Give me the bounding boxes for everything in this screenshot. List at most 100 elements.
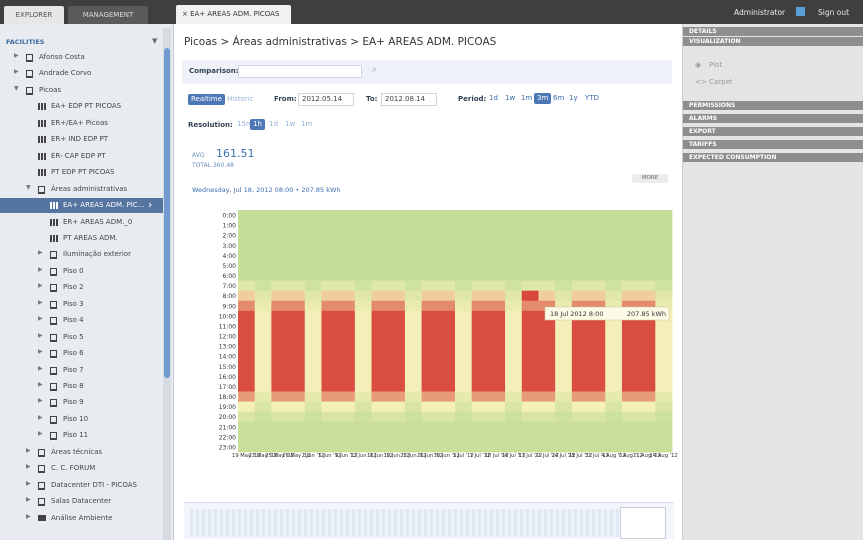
- toggle-arrow[interactable]: ▼: [14, 84, 19, 92]
- dropdown-arrow[interactable]: ▼: [152, 37, 158, 45]
- to-input[interactable]: 2012.08.14: [381, 93, 437, 106]
- tree-label[interactable]: Áreas administrativas: [51, 184, 128, 193]
- toggle-arrow[interactable]: ▶: [26, 463, 31, 471]
- tree-item[interactable]: ▼ Picoas: [0, 83, 163, 98]
- navigator[interactable]: [184, 502, 674, 539]
- option-button[interactable]: 1m: [521, 94, 533, 102]
- search-icon[interactable]: ⌕: [372, 65, 378, 75]
- panel-section[interactable]: VISUALIZATION: [683, 37, 863, 46]
- panel-section[interactable]: EXPECTED CONSUMPTION: [683, 153, 863, 162]
- toggle-arrow[interactable]: ▶: [38, 413, 43, 421]
- toggle-arrow[interactable]: ▶: [38, 331, 43, 339]
- toggle-arrow[interactable]: ▶: [38, 364, 43, 372]
- tree-label[interactable]: Piso 6: [63, 349, 84, 358]
- tree-label[interactable]: EA+ EDP PT PICOAS: [51, 102, 122, 111]
- tree-item[interactable]: ER- CAP EDP PT: [0, 149, 163, 164]
- option-button[interactable]: 1y: [569, 94, 578, 102]
- option-button[interactable]: 3m: [534, 93, 552, 104]
- tree-label[interactable]: ER+ IND EDP PT: [51, 135, 109, 144]
- tree-label[interactable]: ER+/EA+ Picoas: [51, 118, 108, 127]
- tree-item[interactable]: PT AREAS ADM.: [0, 231, 163, 246]
- tree-label[interactable]: Andrade Corvo: [39, 69, 92, 78]
- tree-item[interactable]: ▶ Piso 5: [0, 330, 163, 345]
- toggle-arrow[interactable]: ▼: [26, 183, 31, 191]
- tree-label[interactable]: Piso 2: [63, 283, 84, 292]
- tree-label[interactable]: Piso 10: [63, 414, 89, 423]
- tree-item[interactable]: ▶ C. C. FORUM: [0, 461, 163, 476]
- panel-section[interactable]: TARIFFS: [683, 140, 863, 149]
- tree-label[interactable]: Picoas: [39, 85, 62, 94]
- panel-section[interactable]: PERMISSIONS: [683, 101, 863, 110]
- toggle-arrow[interactable]: ▶: [14, 68, 19, 76]
- tree-label[interactable]: Iluminação exterior: [63, 250, 131, 259]
- option-button[interactable]: YTD: [585, 94, 599, 102]
- toggle-arrow[interactable]: ▶: [26, 496, 31, 504]
- option-button[interactable]: 1w: [505, 94, 516, 102]
- tree-label[interactable]: EA+ AREAS ADM. PIC...: [63, 201, 145, 210]
- tree-label[interactable]: Piso 8: [63, 382, 84, 390]
- tree-item[interactable]: ▶ Piso 7: [0, 363, 163, 378]
- toggle-arrow[interactable]: ▶: [38, 381, 43, 388]
- tree-label[interactable]: Piso 11: [63, 431, 89, 440]
- tree-item[interactable]: ▶ Áreas técnicas: [0, 445, 163, 460]
- tree-label[interactable]: C. C. FORUM: [51, 464, 96, 473]
- tree-label[interactable]: Piso 5: [63, 332, 84, 341]
- tree-item[interactable]: ▶ Salas Datacenter: [0, 494, 163, 509]
- tree-item[interactable]: ▶ Piso 6: [0, 346, 163, 361]
- toggle-arrow[interactable]: ▶: [38, 298, 43, 306]
- tree-item[interactable]: ▶ Piso 2: [0, 280, 163, 295]
- tree-item[interactable]: ▶ Andrade Corvo: [0, 66, 163, 81]
- tree-label[interactable]: Salas Datacenter: [51, 497, 112, 506]
- tree-item[interactable]: ▶ Piso 8: [0, 379, 163, 394]
- document-tab[interactable]: × EA+ AREAS ADM. PICOAS: [176, 5, 291, 24]
- tree-label[interactable]: Afonso Costa: [39, 53, 85, 61]
- option-button[interactable]: 1d: [269, 120, 278, 128]
- tab[interactable]: EXPLORER: [4, 6, 64, 24]
- toggle-arrow[interactable]: ▶: [26, 479, 31, 487]
- tree-item[interactable]: ▶ Datacenter DTI - PICOAS: [0, 478, 163, 493]
- tree-item[interactable]: EA+ AREAS ADM. PIC... ›: [0, 198, 163, 214]
- option-button[interactable]: Historic: [227, 95, 254, 103]
- tree-label[interactable]: ER+ AREAS ADM._0: [63, 217, 133, 226]
- tree-label[interactable]: PT AREAS ADM.: [63, 233, 118, 242]
- tree-label[interactable]: PT EDP PT PICOAS: [51, 168, 115, 177]
- tree-item[interactable]: ▶ Afonso Costa: [0, 50, 163, 65]
- visualization-option[interactable]: Plot: [709, 61, 723, 69]
- comparison-input[interactable]: [238, 65, 362, 78]
- option-button[interactable]: 6m: [553, 94, 565, 102]
- option-button[interactable]: 1m: [301, 120, 313, 128]
- user-icon[interactable]: [796, 7, 805, 16]
- tree-item[interactable]: ▼ Áreas administrativas: [0, 182, 163, 197]
- tree-item[interactable]: ER+ IND EDP PT: [0, 132, 163, 147]
- tree-item[interactable]: ▶ Piso 4: [0, 313, 163, 328]
- navigator-handle[interactable]: [620, 507, 666, 539]
- tree-item[interactable]: ▶ Análise Ambiente: [0, 511, 163, 526]
- toggle-arrow[interactable]: ▶: [38, 397, 43, 405]
- option-button[interactable]: Realtime: [188, 94, 225, 105]
- tree-label[interactable]: Áreas técnicas: [51, 447, 103, 456]
- tree-item[interactable]: ▶ Piso 9: [0, 395, 163, 410]
- tree-label[interactable]: Piso 7: [63, 365, 84, 374]
- toggle-arrow[interactable]: ▶: [26, 446, 31, 454]
- option-button[interactable]: 15m: [237, 120, 253, 128]
- panel-section[interactable]: ALARMS: [683, 114, 863, 123]
- tree-label[interactable]: ER- CAP EDP PT: [51, 151, 106, 160]
- panel-section[interactable]: EXPORT: [683, 127, 863, 136]
- tree-item[interactable]: ▶ Iluminação exterior: [0, 247, 163, 262]
- user-name[interactable]: Administrator: [734, 8, 786, 17]
- visualization-option[interactable]: Carpet: [709, 78, 733, 86]
- toggle-arrow[interactable]: ▶: [14, 52, 19, 59]
- from-input[interactable]: 2012.05.14: [298, 93, 354, 106]
- more-button[interactable]: MORE: [632, 174, 668, 183]
- toggle-arrow[interactable]: ▶: [38, 430, 43, 438]
- option-button[interactable]: 1w: [285, 120, 296, 128]
- tree-item[interactable]: PT EDP PT PICOAS: [0, 165, 163, 180]
- sign-out[interactable]: Sign out: [818, 8, 850, 17]
- panel-section[interactable]: DETAILS: [683, 27, 863, 36]
- tree-item[interactable]: ER+ AREAS ADM._0: [0, 215, 163, 230]
- tree-label[interactable]: Datacenter DTI - PICOAS: [51, 480, 137, 489]
- tab[interactable]: MANAGEMENT: [68, 6, 148, 24]
- tree-item[interactable]: ▶ Piso 10: [0, 412, 163, 427]
- close-icon[interactable]: ×: [182, 10, 191, 18]
- toggle-arrow[interactable]: ▶: [38, 315, 43, 323]
